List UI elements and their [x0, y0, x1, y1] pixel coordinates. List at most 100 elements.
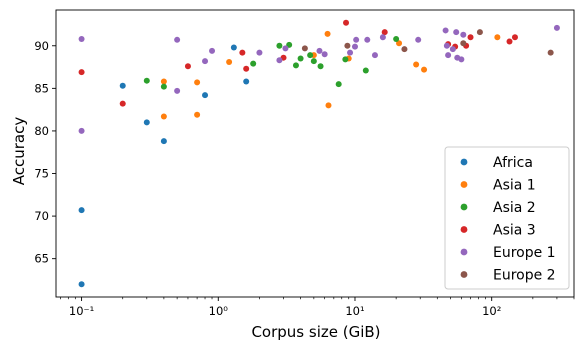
point-europe-2-5	[547, 49, 554, 56]
point-europe-1-16	[379, 34, 386, 41]
point-asia-3-12	[506, 38, 513, 45]
point-asia-2-9	[317, 63, 324, 70]
y-tick-label: 90	[34, 39, 49, 53]
point-asia-2-7	[307, 52, 314, 59]
point-europe-2-2	[401, 46, 408, 53]
point-africa-4	[160, 138, 167, 145]
point-europe-1-6	[256, 49, 263, 56]
point-asia-2-6	[297, 55, 304, 62]
point-europe-1-21	[449, 46, 456, 53]
point-europe-1-2	[174, 36, 181, 43]
point-europe-1-7	[276, 57, 283, 64]
point-asia-1-3	[194, 111, 201, 118]
legend-marker	[460, 248, 468, 256]
point-asia-3-6	[343, 19, 350, 26]
point-europe-1-11	[347, 49, 354, 56]
point-europe-1-25	[460, 31, 467, 38]
point-africa-6	[230, 44, 237, 51]
point-europe-1-13	[353, 36, 360, 43]
point-europe-1-9	[316, 47, 323, 54]
point-europe-1-10	[321, 51, 328, 58]
point-europe-2-1	[344, 42, 351, 49]
point-europe-1-5	[209, 47, 216, 54]
point-asia-1-1	[160, 113, 167, 120]
point-europe-1-4	[202, 58, 209, 65]
point-europe-1-0	[78, 35, 85, 42]
x-tick-label: 10⁰	[209, 304, 229, 318]
point-asia-1-2	[194, 79, 201, 86]
point-asia-2-13	[393, 35, 400, 42]
point-asia-3-13	[511, 34, 518, 41]
point-asia-1-4	[226, 58, 233, 65]
legend-marker	[460, 203, 468, 211]
point-asia-3-4	[243, 65, 250, 72]
legend-label: Asia 2	[493, 200, 536, 216]
point-europe-1-3	[174, 87, 181, 94]
point-asia-2-0	[143, 77, 150, 84]
legend-marker	[460, 226, 468, 233]
point-asia-3-11	[467, 34, 474, 41]
point-asia-2-5	[292, 62, 299, 69]
point-europe-1-8	[282, 45, 289, 52]
point-africa-3	[143, 119, 150, 126]
point-europe-1-15	[371, 52, 378, 59]
point-asia-1-9	[396, 40, 403, 47]
legend-marker	[460, 271, 468, 278]
point-europe-1-20	[445, 52, 452, 59]
point-asia-3-3	[239, 49, 246, 56]
point-europe-1-19	[443, 42, 450, 49]
point-asia-2-11	[342, 56, 349, 63]
legend: Africa Asia 1 Asia 2 Asia 3 Europe 1 Europe 2	[444, 146, 570, 290]
legend-label: Europe 2	[493, 268, 556, 284]
x-tick-label: 10²	[482, 304, 501, 318]
point-europe-1-1	[78, 127, 85, 134]
point-asia-1-0	[160, 78, 167, 85]
y-axis-label: Accuracy	[10, 117, 28, 186]
legend-label: Africa	[493, 155, 533, 171]
legend-label: Asia 1	[493, 178, 536, 194]
point-asia-1-12	[494, 34, 501, 41]
point-asia-2-2	[250, 60, 257, 67]
point-europe-1-26	[553, 24, 560, 31]
point-asia-3-7	[381, 29, 388, 36]
point-africa-0	[78, 281, 85, 288]
data-points	[78, 19, 560, 288]
point-asia-3-0	[78, 69, 85, 76]
point-europe-2-4	[476, 29, 483, 36]
point-africa-5	[202, 92, 209, 99]
point-europe-2-3	[460, 40, 467, 47]
point-europe-1-22	[453, 29, 460, 36]
point-asia-1-11	[421, 66, 428, 73]
y-tick-label: 85	[34, 81, 49, 95]
point-europe-1-18	[442, 27, 449, 34]
legend-marker	[460, 158, 468, 166]
legend-label: Europe 1	[493, 245, 556, 261]
point-asia-2-10	[335, 81, 342, 88]
x-tick-label: 10⁻¹	[69, 304, 94, 318]
point-asia-2-1	[160, 83, 167, 90]
point-europe-2-0	[301, 45, 308, 52]
point-asia-3-2	[184, 63, 191, 70]
point-asia-2-12	[362, 67, 369, 74]
point-asia-1-7	[325, 102, 332, 109]
y-tick-label: 75	[34, 167, 49, 181]
point-asia-2-8	[310, 58, 317, 65]
point-asia-1-10	[413, 61, 420, 68]
axes: 65 70 75 80 85 90 10⁻¹ 10⁰ 10¹ 10²	[34, 9, 575, 318]
y-tick-label: 80	[34, 124, 49, 138]
plot-frame	[55, 9, 575, 298]
point-africa-1	[78, 207, 85, 214]
y-tick-label: 70	[34, 209, 49, 223]
legend-box	[444, 146, 570, 290]
point-africa-7	[243, 78, 250, 85]
point-europe-1-24	[458, 56, 465, 63]
x-tick-label: 10¹	[345, 304, 364, 318]
point-asia-3-1	[119, 100, 126, 107]
point-europe-1-17	[415, 36, 422, 43]
point-europe-1-14	[364, 36, 371, 43]
point-africa-2	[119, 82, 126, 89]
point-europe-1-12	[351, 43, 358, 50]
y-tick-label: 65	[34, 252, 49, 266]
x-axis-label: Corpus size (GiB)	[251, 323, 380, 341]
